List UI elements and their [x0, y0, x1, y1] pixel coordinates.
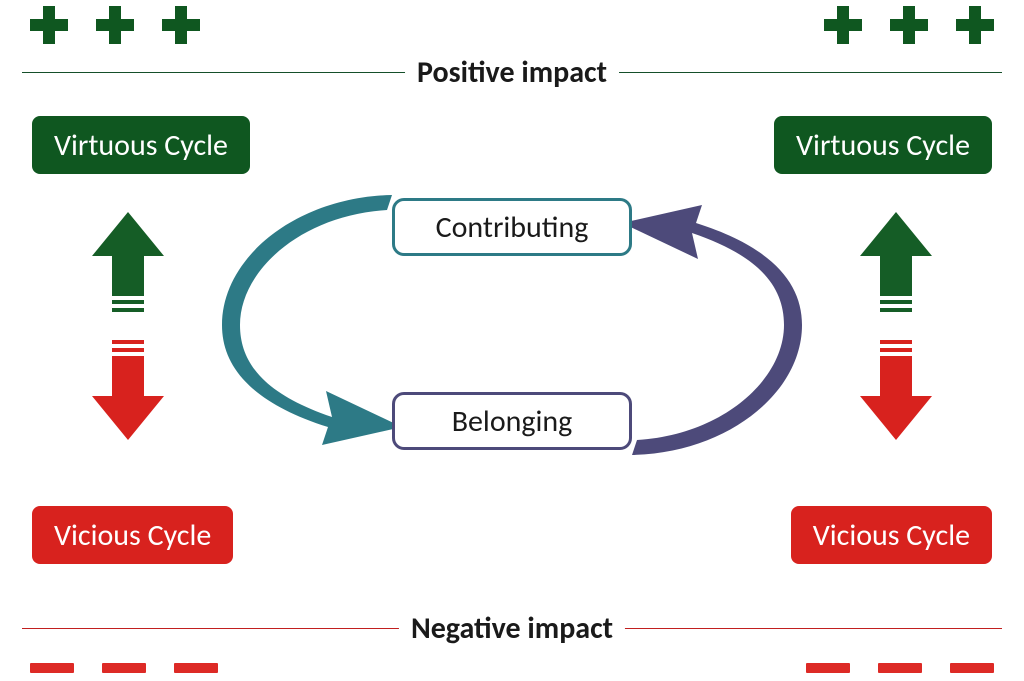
negative-impact-title: Negative impact — [399, 610, 625, 647]
minus-icon — [174, 663, 218, 673]
plus-row-left — [30, 6, 200, 44]
down-arrow-right — [860, 336, 932, 440]
down-arrow-left — [92, 336, 164, 440]
virtuous-cycle-right: Virtuous Cycle — [774, 116, 992, 174]
vicious-cycle-right: Vicious Cycle — [791, 506, 992, 564]
plus-icon — [162, 6, 200, 44]
plus-icon — [956, 6, 994, 44]
plus-icon — [30, 6, 68, 44]
minus-row-right — [806, 663, 994, 673]
minus-icon — [806, 663, 850, 673]
virtuous-cycle-left: Virtuous Cycle — [32, 116, 250, 174]
vicious-cycle-left: Vicious Cycle — [32, 506, 233, 564]
belonging-node: Belonging — [392, 392, 632, 450]
minus-row-left — [30, 663, 218, 673]
minus-icon — [30, 663, 74, 673]
plus-icon — [96, 6, 134, 44]
positive-impact-title: Positive impact — [405, 54, 619, 91]
up-arrow-left — [92, 212, 164, 316]
plus-row-right — [824, 6, 994, 44]
up-arrow-right — [860, 212, 932, 316]
contributing-node: Contributing — [392, 198, 632, 256]
plus-icon — [890, 6, 928, 44]
minus-icon — [950, 663, 994, 673]
minus-icon — [878, 663, 922, 673]
minus-icon — [102, 663, 146, 673]
plus-icon — [824, 6, 862, 44]
